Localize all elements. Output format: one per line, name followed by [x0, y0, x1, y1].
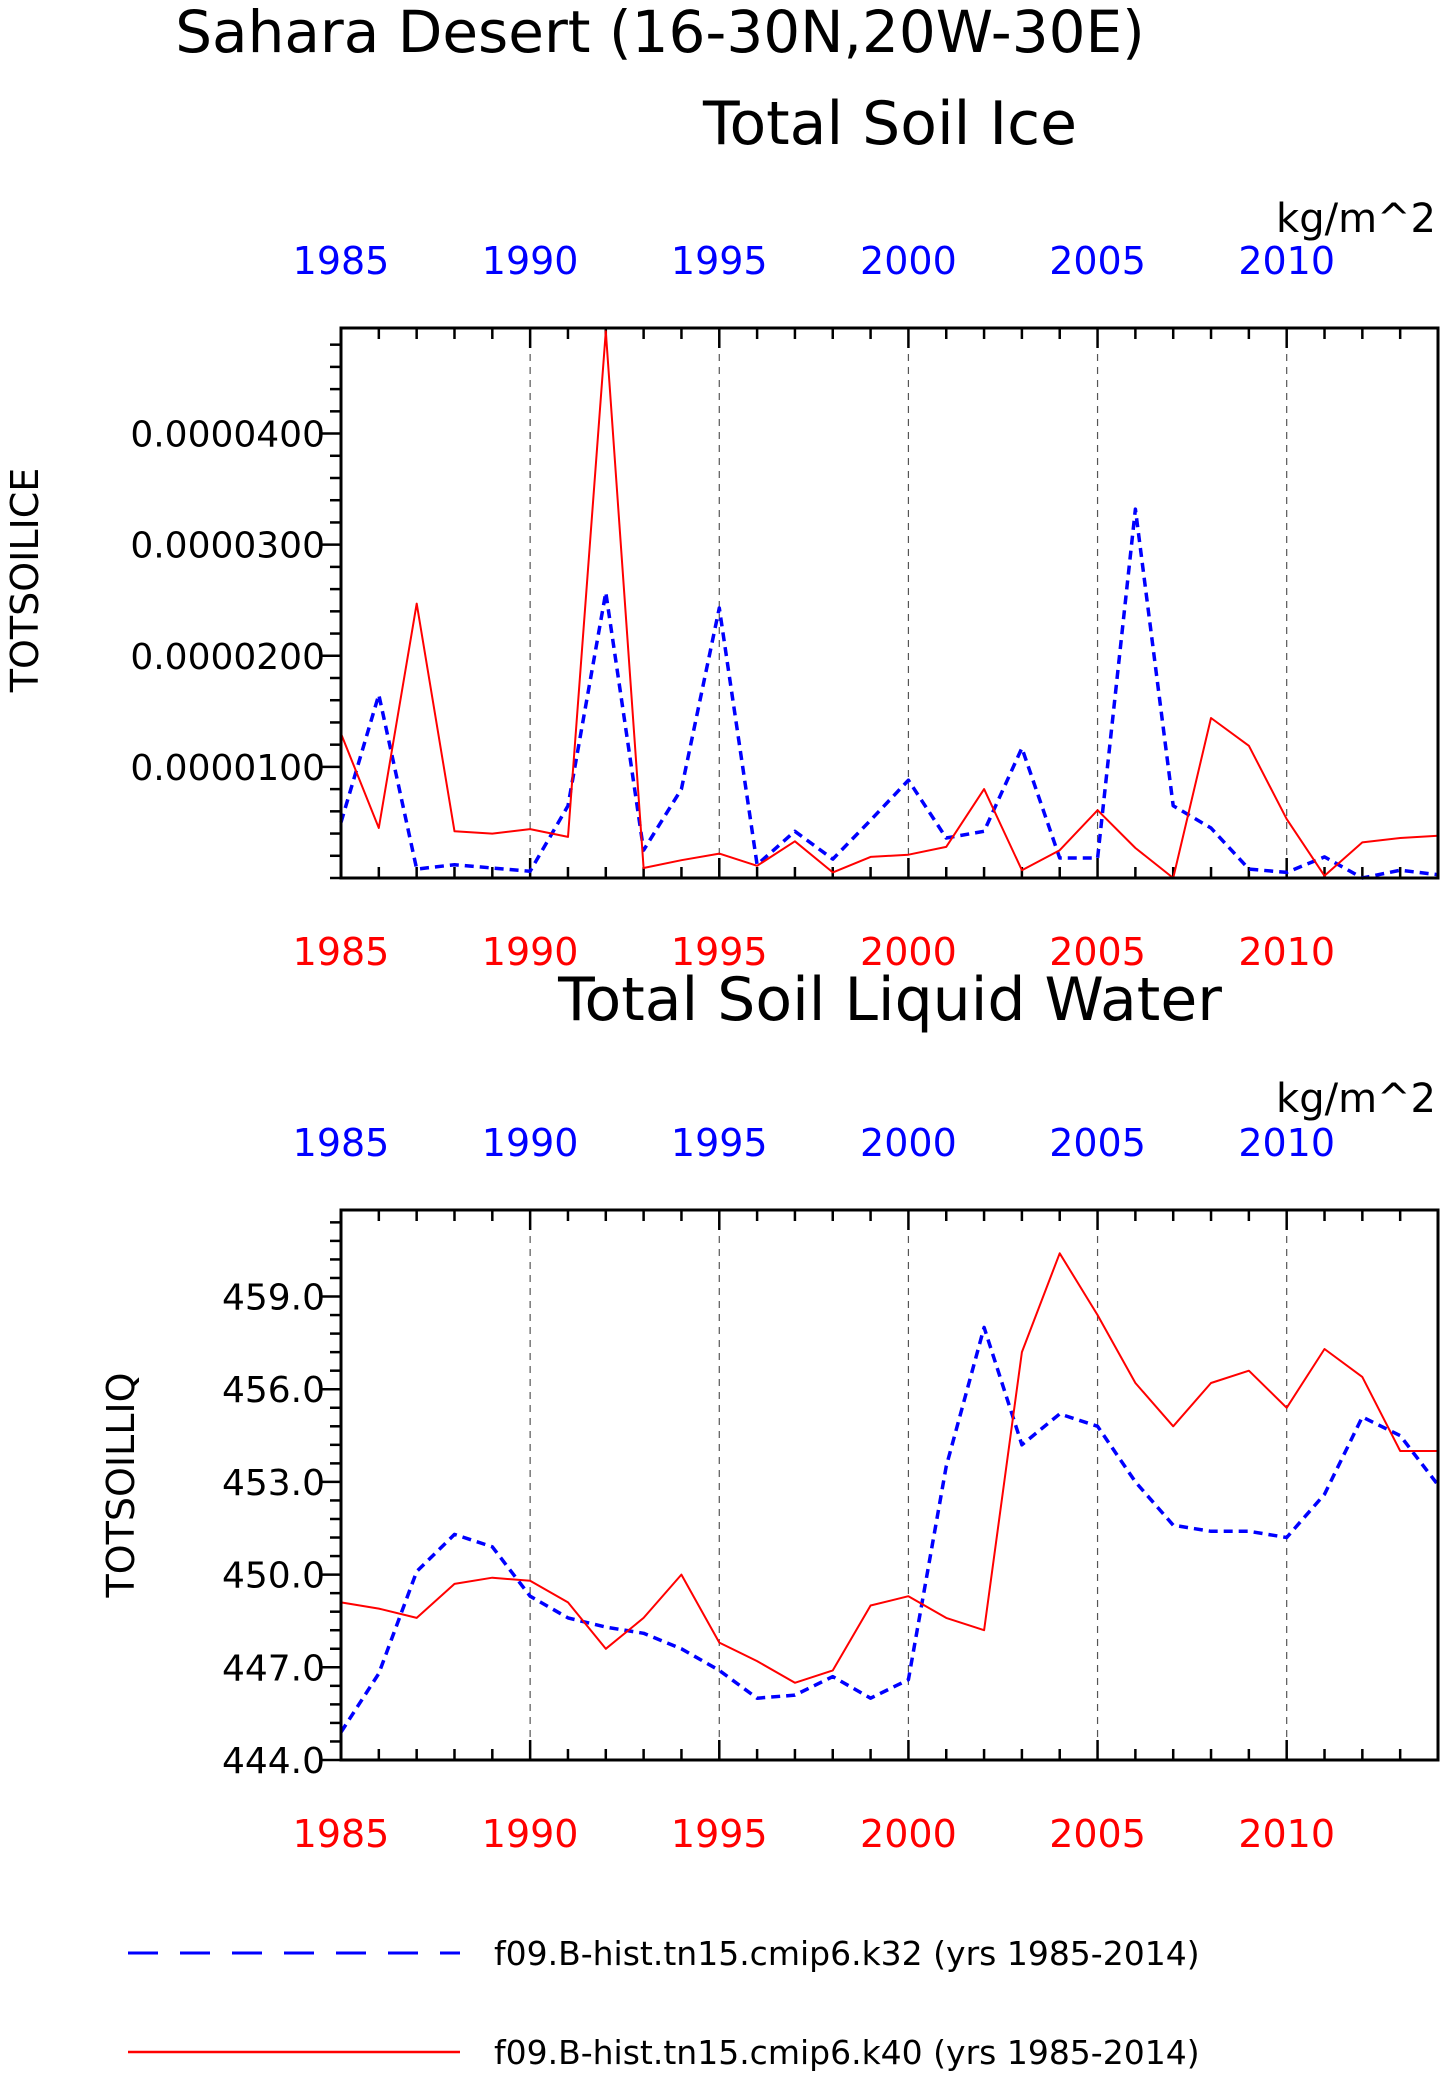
soil-liquid-top-x-tick-label: 2005 [1049, 1121, 1146, 1165]
soil-liquid-bottom-x-tick-labels: 1985 1990 1995 2000 2005 2010 [293, 1812, 1335, 1856]
soil-ice-series-k32-line [339, 507, 1439, 880]
soil-liquid-bottom-x-tick-label: 2010 [1238, 1812, 1335, 1856]
figure-title: Sahara Desert (16-30N,20W-30E) [175, 0, 1145, 66]
soil-ice-bottom-x-tick-label: 1985 [293, 930, 390, 974]
soil-liquid-bottom-x-tick-label: 2000 [860, 1812, 957, 1856]
soil-ice-top-x-tick-label: 1985 [293, 239, 390, 283]
legend-label-k40: f09.B-hist.tn15.cmip6.k40 (yrs 1985-2014… [494, 2033, 1200, 2072]
soil-ice-ticks [321, 328, 1440, 880]
soil-liquid-bottom-x-tick-label: 1990 [482, 1812, 579, 1856]
soil-ice-grid [529, 328, 1288, 878]
soil-liquid-top-x-tick-label: 2010 [1238, 1121, 1335, 1165]
soil-liquid-series-k40-line [340, 1252, 1438, 1684]
soil-liquid-grid [529, 1210, 1288, 1760]
soil-liquid-y-tick-label: 459.0 [222, 1278, 325, 1319]
soil-liquid-series [339, 1252, 1440, 1734]
soil-ice-top-x-tick-label: 1995 [671, 239, 768, 283]
soil-liquid-y-tick-label: 450.0 [222, 1556, 325, 1597]
soil-liquid-y-tick-labels: 444.0 447.0 450.0 453.0 456.0 459.0 [222, 1278, 325, 1782]
soil-liquid-y-axis-label: TOTSOILLIQ [99, 1372, 143, 1598]
soil-liquid-series-k32-line [339, 1325, 1440, 1734]
soil-liquid-bottom-x-tick-label: 1995 [671, 1812, 768, 1856]
soil-ice-y-tick-label: 0.0000100 [130, 748, 325, 789]
soil-liquid-ticks [321, 1210, 1440, 1762]
soil-liquid-top-x-tick-labels: 1985 1990 1995 2000 2005 2010 [293, 1121, 1335, 1165]
legend: f09.B-hist.tn15.cmip6.k32 (yrs 1985-2014… [128, 1934, 1200, 2072]
soil-ice-panel: Total Soil Ice kg/m^2 TOTSOILICE 1985 199… [3, 89, 1440, 974]
soil-liquid-y-tick-label: 453.0 [222, 1463, 325, 1504]
soil-liquid-plot-frame [339, 1208, 1440, 1762]
soil-liquid-title: Total Soil Liquid Water [557, 965, 1222, 1035]
soil-ice-bottom-x-tick-label: 2000 [860, 930, 957, 974]
soil-ice-top-x-tick-label: 1990 [482, 239, 579, 283]
soil-ice-bottom-x-tick-label: 2005 [1049, 930, 1146, 974]
soil-liquid-y-tick-label: 447.0 [222, 1648, 325, 1689]
soil-ice-bottom-x-tick-labels: 1985 1990 1995 2000 2005 2010 [293, 930, 1335, 974]
soil-ice-bottom-x-tick-label: 1990 [482, 930, 579, 974]
soil-ice-top-x-tick-label: 2000 [860, 239, 957, 283]
soil-ice-top-x-tick-labels: 1985 1990 1995 2000 2005 2010 [293, 239, 1335, 283]
soil-liquid-top-x-tick-label: 1985 [293, 1121, 390, 1165]
legend-label-k32: f09.B-hist.tn15.cmip6.k32 (yrs 1985-2014… [494, 1934, 1200, 1973]
soil-ice-plot-frame [339, 326, 1440, 880]
soil-ice-series-k40-line [340, 330, 1439, 879]
soil-ice-series [339, 330, 1439, 880]
soil-ice-y-tick-label: 0.0000400 [130, 415, 325, 456]
soil-liquid-top-x-tick-label: 1995 [671, 1121, 768, 1165]
soil-liquid-panel: Total Soil Liquid Water kg/m^2 TOTSOILLI… [99, 965, 1440, 1856]
soil-liquid-units: kg/m^2 [1276, 1076, 1436, 1122]
soil-ice-units: kg/m^2 [1276, 196, 1436, 242]
soil-ice-bottom-x-tick-label: 1995 [671, 930, 768, 974]
soil-ice-y-axis-label: TOTSOILICE [3, 468, 47, 694]
soil-liquid-y-tick-label: 444.0 [222, 1741, 325, 1782]
soil-ice-y-tick-labels: 0.0000100 0.0000200 0.0000300 0.0000400 [130, 415, 325, 789]
soil-liquid-top-x-tick-label: 2000 [860, 1121, 957, 1165]
soil-ice-title: Total Soil Ice [702, 89, 1077, 159]
soil-ice-bottom-x-tick-label: 2010 [1238, 930, 1335, 974]
soil-ice-y-tick-label: 0.0000200 [130, 637, 325, 678]
soil-liquid-bottom-x-tick-label: 2005 [1049, 1812, 1146, 1856]
soil-ice-y-tick-label: 0.0000300 [130, 526, 325, 567]
soil-liquid-top-x-tick-label: 1990 [482, 1121, 579, 1165]
soil-liquid-y-tick-label: 456.0 [222, 1370, 325, 1411]
soil-ice-top-x-tick-label: 2005 [1049, 239, 1146, 283]
soil-liquid-bottom-x-tick-label: 1985 [293, 1812, 390, 1856]
soil-ice-top-x-tick-label: 2010 [1238, 239, 1335, 283]
